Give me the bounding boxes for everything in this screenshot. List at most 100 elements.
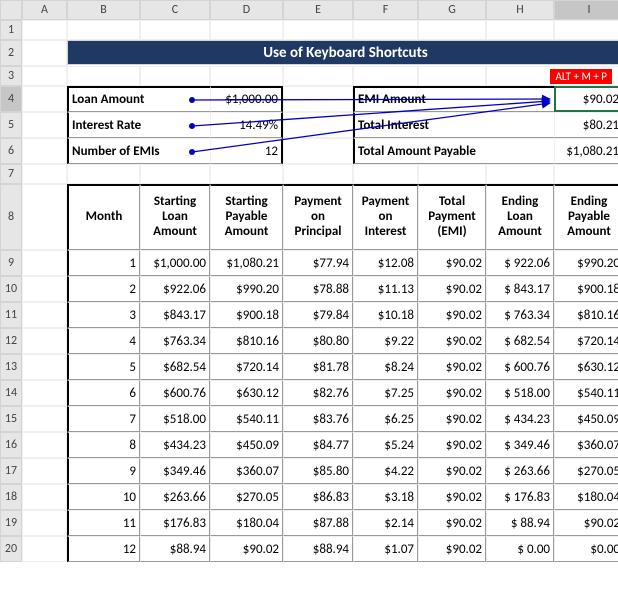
table-cell: $88.94	[283, 536, 353, 562]
table-cell: $9.22	[353, 328, 418, 354]
summary-value[interactable]: $90.02	[554, 86, 618, 112]
table-cell: $630.12	[210, 380, 283, 406]
table-cell: $176.83	[140, 510, 210, 536]
table-cell: $90.02	[418, 250, 486, 276]
table-cell: $1,000.00	[140, 250, 210, 276]
table-cell: $ 263.66	[486, 458, 554, 484]
row-head-16[interactable]: 16	[0, 432, 22, 458]
col-head-D[interactable]: D	[210, 0, 283, 20]
table-cell: $80.80	[283, 328, 353, 354]
table-cell: $90.02	[418, 536, 486, 562]
summary-value: $1,080.21	[554, 138, 618, 164]
row-head-5[interactable]: 5	[0, 112, 22, 138]
table-cell: $843.17	[140, 302, 210, 328]
table-cell: $434.23	[140, 432, 210, 458]
table-cell: $86.83	[283, 484, 353, 510]
table-cell: $10.18	[353, 302, 418, 328]
col-head-I[interactable]: I	[554, 0, 618, 20]
summary-label: Total Interest	[353, 112, 554, 138]
table-cell: $1.07	[353, 536, 418, 562]
row-head-8[interactable]: 8	[0, 184, 22, 250]
row-head-7[interactable]: 7	[0, 164, 22, 184]
table-cell: $4.22	[353, 458, 418, 484]
summary-value: $80.21	[554, 112, 618, 138]
table-cell: $540.11	[554, 380, 618, 406]
spreadsheet-grid[interactable]: ABCDEFGHI12Use of Keyboard Shortcuts34Lo…	[0, 0, 618, 562]
table-cell: $450.09	[554, 406, 618, 432]
table-cell: $83.76	[283, 406, 353, 432]
table-cell: $720.14	[554, 328, 618, 354]
row-head-3[interactable]: 3	[0, 66, 22, 86]
table-cell: $5.24	[353, 432, 418, 458]
table-cell: $90.02	[418, 458, 486, 484]
row-head-4[interactable]: 4	[0, 86, 22, 112]
row-head-19[interactable]: 19	[0, 510, 22, 536]
table-cell: 8	[67, 432, 140, 458]
table-header: Ending Payable Amount	[554, 184, 618, 250]
table-cell: $90.02	[418, 328, 486, 354]
table-cell: $1,080.21	[210, 250, 283, 276]
table-cell: $2.14	[353, 510, 418, 536]
table-cell: 6	[67, 380, 140, 406]
col-head-G[interactable]: G	[418, 0, 486, 20]
row-head-17[interactable]: 17	[0, 458, 22, 484]
table-cell: $12.08	[353, 250, 418, 276]
loan-label: Interest Rate	[67, 112, 210, 138]
col-head-B[interactable]: B	[67, 0, 140, 20]
table-cell: $682.54	[140, 354, 210, 380]
table-cell: 3	[67, 302, 140, 328]
table-cell: $84.77	[283, 432, 353, 458]
row-head-18[interactable]: 18	[0, 484, 22, 510]
table-cell: 2	[67, 276, 140, 302]
table-cell: $90.02	[418, 406, 486, 432]
row-head-20[interactable]: 20	[0, 536, 22, 562]
table-cell: $ 434.23	[486, 406, 554, 432]
table-cell: $360.07	[210, 458, 283, 484]
table-cell: $270.05	[210, 484, 283, 510]
summary-label: EMI Amount	[353, 86, 554, 112]
table-cell: $518.00	[140, 406, 210, 432]
table-cell: $8.24	[353, 354, 418, 380]
row-head-2[interactable]: 2	[0, 40, 22, 66]
table-cell: $82.76	[283, 380, 353, 406]
shortcut-badge: ALT + M + P	[550, 69, 612, 84]
loan-value: $1,000.00	[210, 86, 283, 112]
row-head-1[interactable]: 1	[0, 20, 22, 40]
table-cell: $ 763.34	[486, 302, 554, 328]
row-head-9[interactable]: 9	[0, 250, 22, 276]
col-head-H[interactable]: H	[486, 0, 554, 20]
table-cell: 7	[67, 406, 140, 432]
page-title: Use of Keyboard Shortcuts	[67, 40, 618, 65]
col-head-A[interactable]: A	[22, 0, 67, 20]
table-cell: 11	[67, 510, 140, 536]
table-cell: $85.80	[283, 458, 353, 484]
row-head-12[interactable]: 12	[0, 328, 22, 354]
table-cell: $270.05	[554, 458, 618, 484]
col-head-C[interactable]: C	[140, 0, 210, 20]
loan-label: Loan Amount	[67, 86, 210, 112]
table-cell: $ 88.94	[486, 510, 554, 536]
table-cell: $90.02	[418, 354, 486, 380]
table-cell: $630.12	[554, 354, 618, 380]
row-head-10[interactable]: 10	[0, 276, 22, 302]
table-cell: $90.02	[554, 510, 618, 536]
table-cell: $ 0.00	[486, 536, 554, 562]
table-cell: $360.07	[554, 432, 618, 458]
row-head-11[interactable]: 11	[0, 302, 22, 328]
table-cell: $ 518.00	[486, 380, 554, 406]
row-head-14[interactable]: 14	[0, 380, 22, 406]
col-head-E[interactable]: E	[283, 0, 353, 20]
table-cell: 9	[67, 458, 140, 484]
row-head-6[interactable]: 6	[0, 138, 22, 164]
table-header: Payment on Interest	[353, 184, 418, 250]
row-head-13[interactable]: 13	[0, 354, 22, 380]
row-head-15[interactable]: 15	[0, 406, 22, 432]
table-cell: 5	[67, 354, 140, 380]
table-cell: $ 176.83	[486, 484, 554, 510]
table-cell: $87.88	[283, 510, 353, 536]
table-cell: $263.66	[140, 484, 210, 510]
table-cell: $540.11	[210, 406, 283, 432]
col-head-F[interactable]: F	[353, 0, 418, 20]
table-cell: 4	[67, 328, 140, 354]
table-cell: $90.02	[418, 510, 486, 536]
